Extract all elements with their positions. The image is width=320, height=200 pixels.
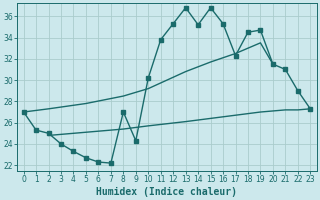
X-axis label: Humidex (Indice chaleur): Humidex (Indice chaleur) — [96, 186, 237, 197]
